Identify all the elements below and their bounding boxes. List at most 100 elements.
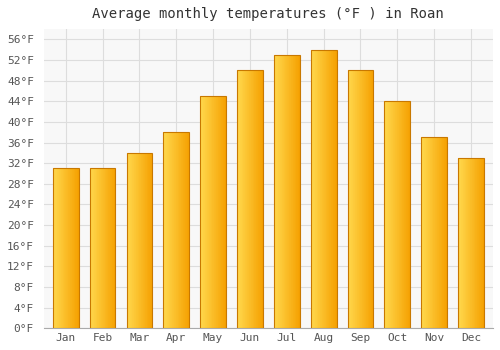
Bar — [325, 50, 326, 328]
Bar — [68, 168, 69, 328]
Bar — [250, 70, 251, 328]
Bar — [262, 70, 263, 328]
Bar — [276, 55, 277, 328]
Bar — [429, 137, 430, 328]
Bar — [248, 70, 250, 328]
Bar — [354, 70, 356, 328]
Bar — [134, 153, 135, 328]
Bar — [246, 70, 248, 328]
Bar — [387, 101, 388, 328]
Bar — [138, 153, 139, 328]
Bar — [164, 132, 189, 328]
Bar — [430, 137, 431, 328]
Bar — [67, 168, 68, 328]
Bar — [104, 168, 105, 328]
Bar — [178, 132, 179, 328]
Bar — [148, 153, 149, 328]
Bar — [91, 168, 92, 328]
Bar — [359, 70, 360, 328]
Bar — [169, 132, 170, 328]
Bar — [294, 55, 295, 328]
Bar — [223, 96, 224, 328]
Bar — [201, 96, 202, 328]
Bar — [443, 137, 444, 328]
Bar — [371, 70, 372, 328]
Bar — [106, 168, 107, 328]
Bar — [237, 70, 238, 328]
Bar — [362, 70, 363, 328]
Bar — [428, 137, 429, 328]
Bar — [357, 70, 358, 328]
Bar — [401, 101, 402, 328]
Bar — [94, 168, 95, 328]
Bar — [292, 55, 293, 328]
Bar — [296, 55, 297, 328]
Bar — [404, 101, 405, 328]
Bar — [128, 153, 129, 328]
Bar — [356, 70, 357, 328]
Bar — [224, 96, 226, 328]
Bar — [210, 96, 211, 328]
Bar — [324, 50, 325, 328]
Bar — [445, 137, 446, 328]
Bar — [187, 132, 188, 328]
Bar — [328, 50, 329, 328]
Bar — [102, 168, 103, 328]
Bar — [409, 101, 410, 328]
Bar — [254, 70, 255, 328]
Bar — [348, 70, 349, 328]
Bar — [149, 153, 150, 328]
Bar — [58, 168, 59, 328]
Bar — [310, 50, 336, 328]
Bar — [361, 70, 362, 328]
Bar — [53, 168, 54, 328]
Bar — [171, 132, 172, 328]
Bar — [334, 50, 335, 328]
Bar — [475, 158, 476, 328]
Bar — [200, 96, 226, 328]
Bar — [458, 158, 460, 328]
Bar — [274, 55, 275, 328]
Bar — [440, 137, 441, 328]
Bar — [424, 137, 425, 328]
Bar — [261, 70, 262, 328]
Bar — [126, 153, 152, 328]
Bar — [168, 132, 169, 328]
Bar — [251, 70, 252, 328]
Bar — [63, 168, 64, 328]
Bar — [176, 132, 177, 328]
Bar — [214, 96, 215, 328]
Bar — [432, 137, 433, 328]
Bar — [293, 55, 294, 328]
Bar — [473, 158, 474, 328]
Bar — [135, 153, 136, 328]
Bar — [72, 168, 73, 328]
Bar — [386, 101, 387, 328]
Bar — [76, 168, 78, 328]
Bar — [465, 158, 466, 328]
Bar — [385, 101, 386, 328]
Bar — [482, 158, 483, 328]
Bar — [213, 96, 214, 328]
Bar — [458, 158, 484, 328]
Bar — [317, 50, 318, 328]
Bar — [421, 137, 447, 328]
Bar — [314, 50, 315, 328]
Bar — [222, 96, 223, 328]
Bar — [110, 168, 111, 328]
Bar — [112, 168, 113, 328]
Bar — [315, 50, 316, 328]
Bar — [438, 137, 440, 328]
Bar — [74, 168, 75, 328]
Bar — [209, 96, 210, 328]
Bar — [285, 55, 286, 328]
Bar — [56, 168, 58, 328]
Bar — [368, 70, 369, 328]
Bar — [167, 132, 168, 328]
Bar — [398, 101, 399, 328]
Bar — [93, 168, 94, 328]
Bar — [127, 153, 128, 328]
Bar — [255, 70, 256, 328]
Bar — [200, 96, 201, 328]
Bar — [241, 70, 242, 328]
